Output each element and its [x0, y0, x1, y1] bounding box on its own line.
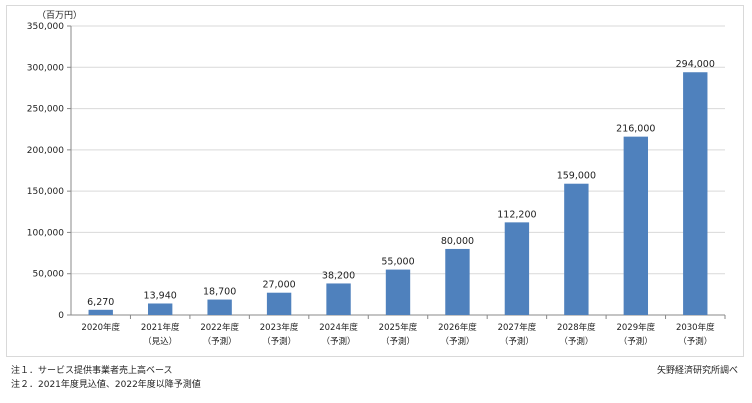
y-tick-label: 200,000 [27, 146, 64, 156]
x-tick-sublabel: （見込） [143, 336, 177, 347]
bar-chart: （百万円） 0 50,000 100,000 150,000 200,000 250,000… [27, 10, 726, 347]
x-tick-label: 2020年度 [81, 322, 120, 333]
x-tick-label: 2030年度 [676, 322, 715, 333]
x-tick-label: 2029年度 [616, 322, 655, 333]
data-label: 6,270 [87, 297, 114, 308]
footnote-1: 注１．サービス提供事業者売上高ベース [11, 366, 173, 376]
x-tick-sublabel: （予測） [500, 336, 534, 347]
x-tick-label: 2021年度 [141, 322, 180, 333]
source-note: 矢野経済研究所調べ [656, 366, 738, 376]
bar [623, 136, 649, 315]
x-tick-sublabel: （予測） [381, 336, 415, 347]
data-label: 112,200 [497, 209, 536, 220]
x-tick-label: 2022年度 [200, 322, 239, 333]
y-tick-label: 300,000 [27, 63, 64, 73]
data-label: 55,000 [381, 257, 414, 268]
x-tick-label: 2027年度 [498, 322, 537, 333]
x-tick-sublabel: （予測） [203, 336, 237, 347]
x-tick-label: 2023年度 [260, 322, 299, 333]
x-tick-label: 2024年度 [319, 322, 358, 333]
x-tick-sublabel: （予測） [678, 336, 712, 347]
y-tick-label: 50,000 [33, 270, 65, 280]
bar [147, 303, 173, 315]
bar [504, 222, 530, 315]
data-label: 159,000 [557, 171, 596, 182]
x-tick-sublabel: （予測） [559, 336, 593, 347]
data-label: 38,200 [322, 270, 355, 281]
y-tick-label: 0 [58, 311, 64, 321]
y-tick-label: 350,000 [27, 22, 64, 32]
y-tick-label: 100,000 [27, 228, 64, 238]
bar [207, 299, 232, 315]
x-tick-sublabel: （予測） [262, 336, 296, 347]
bar [266, 292, 292, 315]
bar [564, 183, 589, 315]
x-tick-sublabel: （予測） [440, 336, 474, 347]
y-axis-unit-label: （百万円） [37, 10, 82, 21]
data-label: 18,700 [203, 287, 236, 298]
y-tick-label: 150,000 [27, 187, 64, 197]
chart-frame: （百万円） 0 50,000 100,000 150,000 200,000 250,000… [6, 5, 744, 357]
x-tick-label: 2025年度 [379, 322, 418, 333]
bar [445, 248, 470, 315]
data-label: 13,940 [144, 290, 177, 301]
data-label: 27,000 [262, 280, 295, 291]
data-label: 216,000 [616, 124, 655, 135]
x-tick-label: 2028年度 [557, 322, 596, 333]
x-tick-sublabel: （予測） [619, 336, 653, 347]
data-label: 80,000 [441, 236, 474, 247]
bar [326, 283, 351, 315]
x-tick-label: 2026年度 [438, 322, 477, 333]
bar [683, 72, 708, 316]
x-tick-sublabel: （予測） [322, 336, 356, 347]
data-label: 294,000 [676, 59, 715, 70]
bar [88, 309, 113, 315]
y-tick-label: 250,000 [27, 105, 64, 115]
footnote-2: 注２．2021年度見込値、2022年度以降予測値 [11, 380, 201, 390]
bar [385, 269, 411, 315]
